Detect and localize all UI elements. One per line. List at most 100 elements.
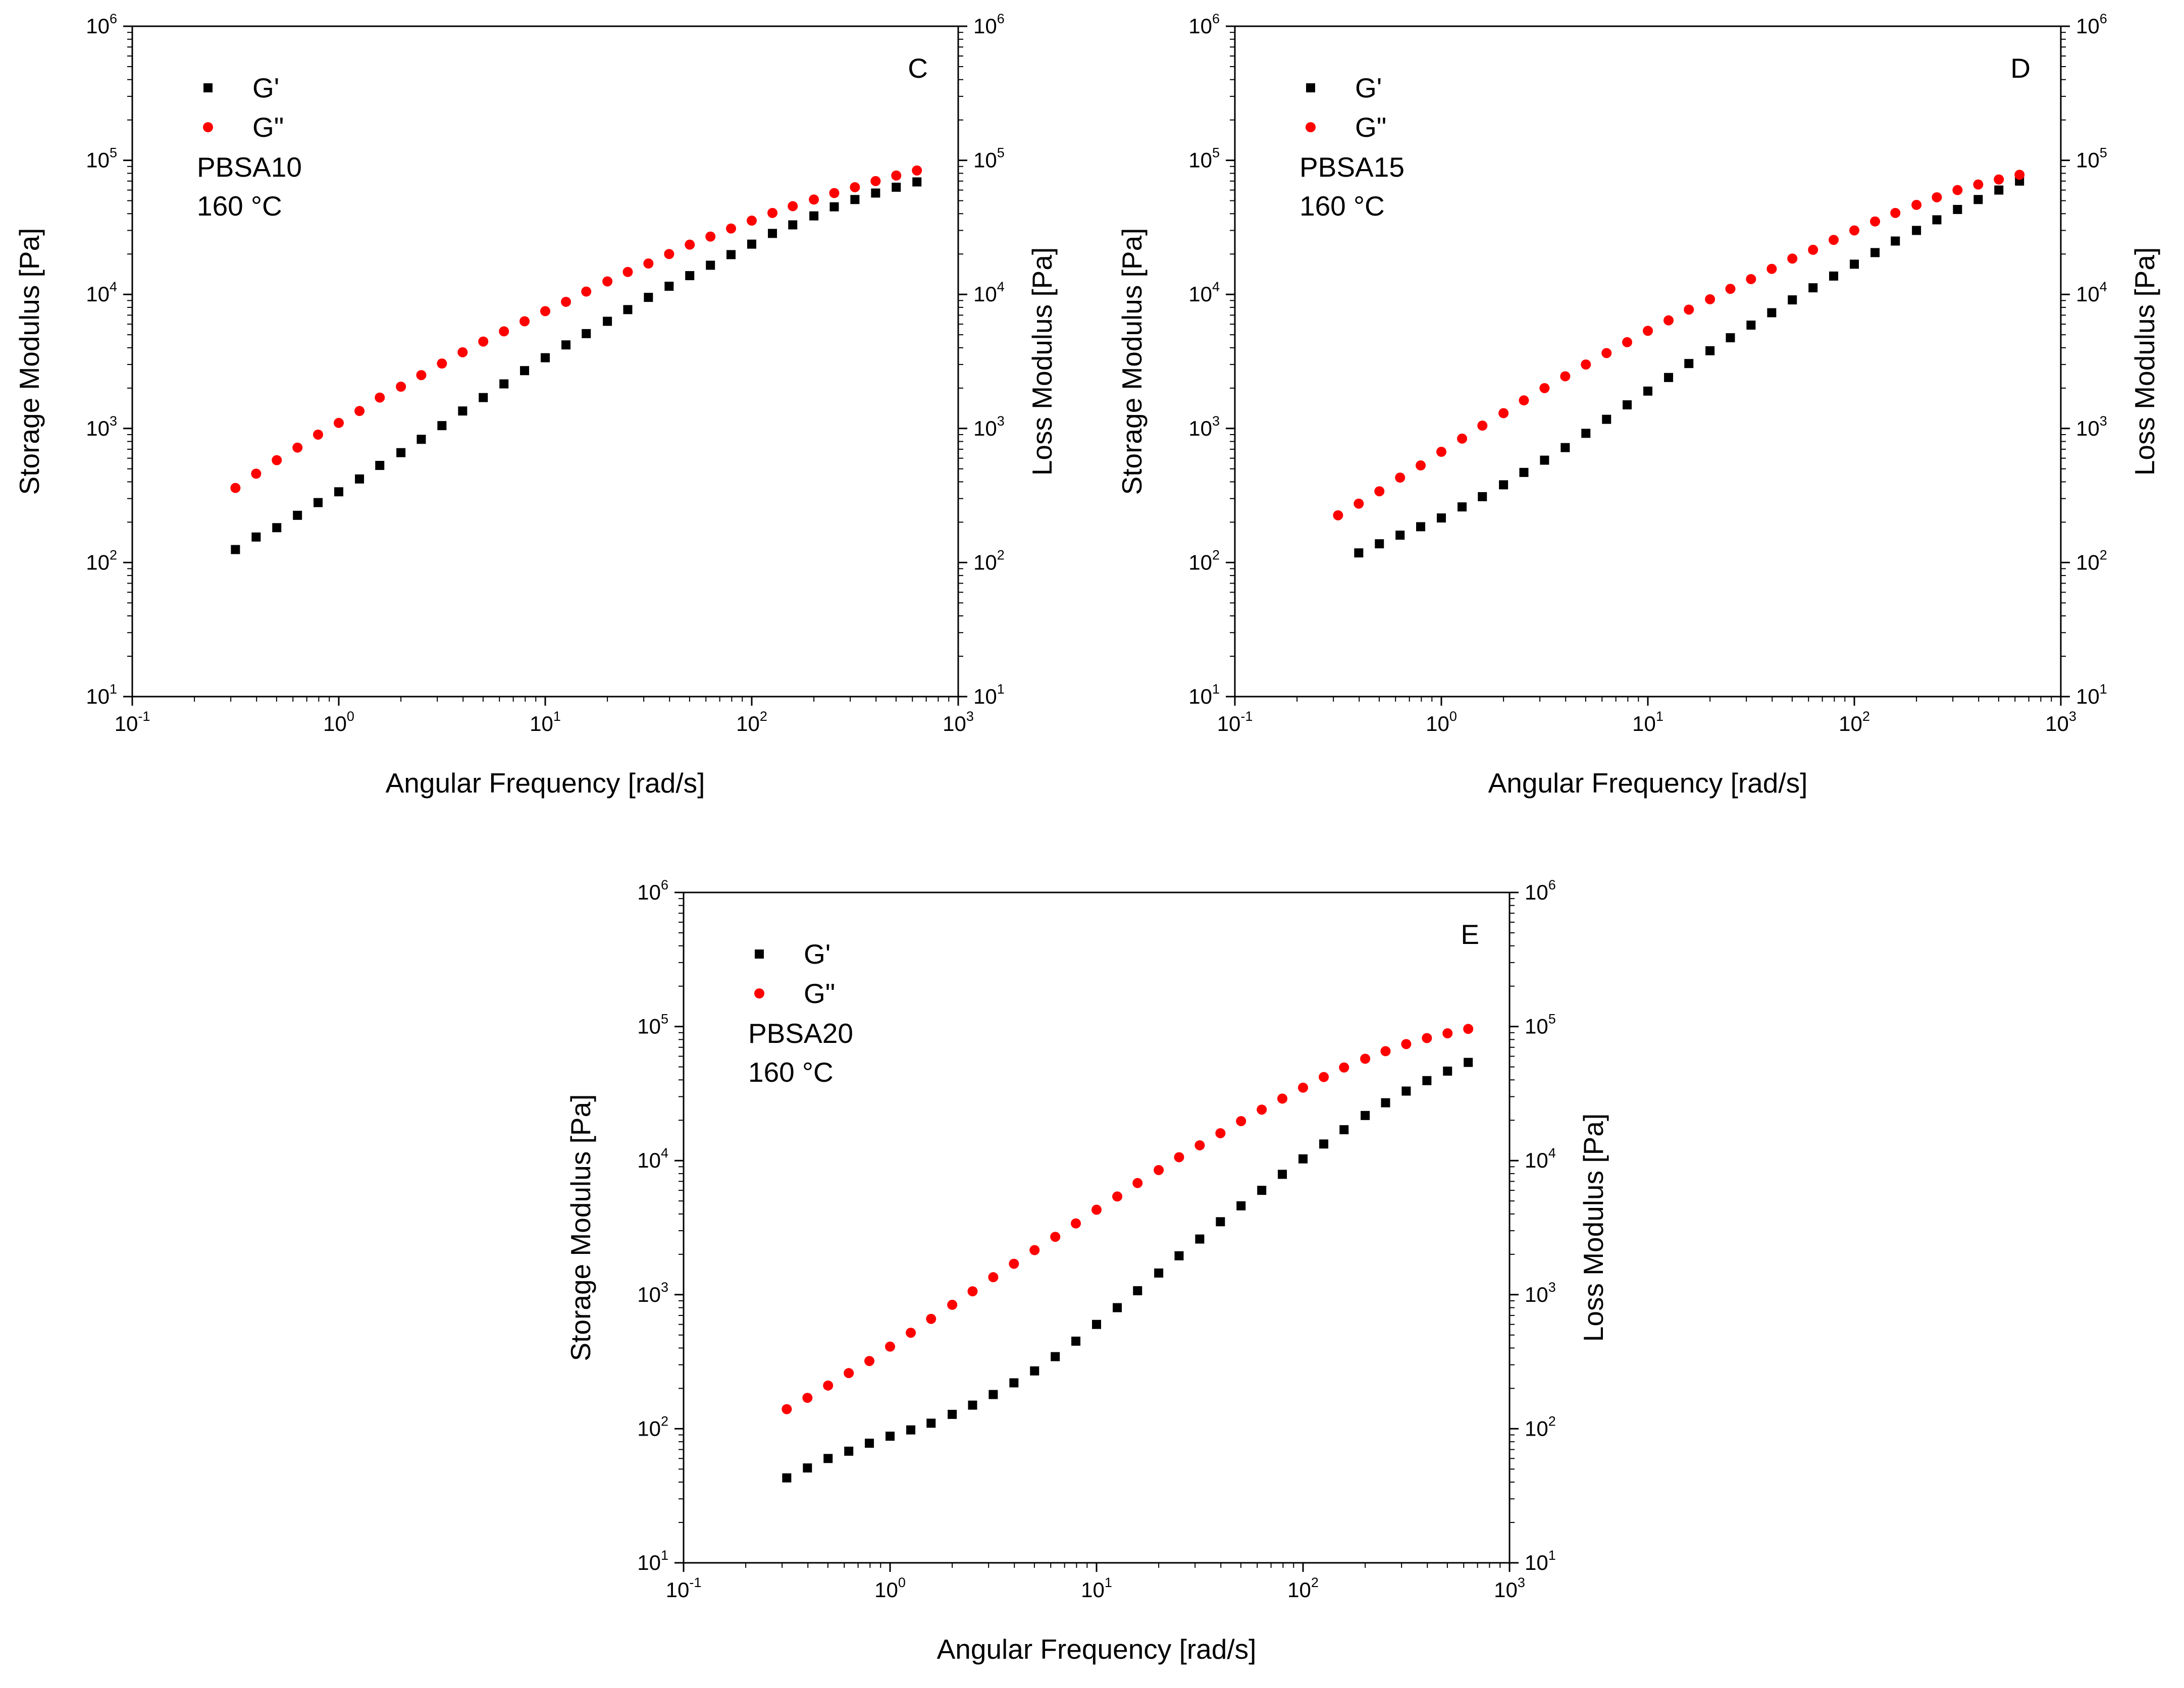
data-point-storage-modulus	[1767, 308, 1777, 318]
data-point-loss-modulus	[947, 1299, 958, 1310]
y-right-tick-label-base: 10	[1525, 880, 1548, 904]
data-point-storage-modulus	[1912, 226, 1921, 235]
y-left-tick-label-exponent: 5	[1212, 145, 1220, 161]
data-point-storage-modulus	[782, 1473, 792, 1483]
y-right-tick-label: 105	[2076, 145, 2107, 172]
data-point-loss-modulus	[1298, 1082, 1308, 1093]
data-point-storage-modulus	[623, 305, 633, 314]
data-point-storage-modulus	[1154, 1268, 1164, 1278]
data-point-storage-modulus	[314, 498, 323, 507]
y-left-tick-label-base: 10	[637, 1148, 661, 1172]
temperature-label: 160 °C	[748, 1057, 834, 1088]
data-point-storage-modulus	[1422, 1076, 1432, 1085]
y-right-tick-label-base: 10	[973, 550, 997, 574]
data-point-storage-modulus	[1236, 1201, 1246, 1210]
data-point-loss-modulus	[1009, 1258, 1019, 1269]
data-point-storage-modulus	[850, 195, 860, 204]
data-point-storage-modulus	[1726, 333, 1735, 343]
data-point-loss-modulus	[1333, 510, 1343, 520]
data-point-storage-modulus	[1684, 359, 1694, 368]
x-tick-label: 102	[736, 709, 767, 735]
data-point-storage-modulus	[396, 448, 406, 457]
data-point-loss-modulus	[1463, 1024, 1474, 1034]
data-point-storage-modulus	[1953, 204, 1962, 214]
data-point-storage-modulus	[1257, 1186, 1267, 1195]
y-right-tick-label: 106	[973, 11, 1005, 38]
y-left-tick-label-base: 10	[1188, 14, 1212, 38]
y-right-tick-label-exponent: 2	[2100, 547, 2107, 562]
data-point-loss-modulus	[809, 194, 819, 205]
y-right-tick-label: 102	[1525, 1413, 1556, 1440]
data-point-loss-modulus	[1911, 199, 1922, 210]
y-right-tick-label-base: 10	[973, 282, 997, 306]
x-tick-label-exponent: -1	[1240, 709, 1253, 724]
x-tick-label: 101	[1632, 709, 1663, 735]
x-tick-label: 102	[1839, 709, 1870, 735]
y-left-tick-label: 101	[637, 1548, 668, 1574]
y-right-tick-label-exponent: 3	[997, 413, 1005, 429]
data-point-storage-modulus	[865, 1439, 874, 1448]
y-right-axis-title: Loss Modulus [Pa]	[1578, 1114, 1609, 1342]
data-point-loss-modulus	[864, 1356, 875, 1366]
y-right-tick-label-exponent: 4	[1548, 1145, 1556, 1160]
data-point-loss-modulus	[561, 296, 571, 307]
legend-label-gdoubleprime: G"	[1355, 112, 1386, 143]
data-point-storage-modulus	[1216, 1217, 1225, 1227]
data-point-loss-modulus	[1787, 253, 1798, 264]
data-point-loss-modulus	[602, 276, 613, 287]
x-tick-label-base: 10	[1217, 712, 1241, 735]
data-point-loss-modulus	[437, 358, 447, 369]
y-right-tick-label: 105	[1525, 1012, 1556, 1038]
data-point-loss-modulus	[885, 1341, 895, 1352]
data-point-storage-modulus	[458, 406, 467, 416]
data-point-loss-modulus	[1663, 315, 1674, 326]
y-left-tick-label-exponent: 4	[1212, 279, 1220, 294]
data-point-loss-modulus	[1601, 348, 1612, 358]
data-point-storage-modulus	[603, 316, 612, 326]
data-point-storage-modulus	[355, 474, 365, 484]
y-right-tick-label-base: 10	[973, 14, 997, 38]
y-left-tick-label: 101	[86, 681, 117, 708]
y-left-tick-label-exponent: 5	[110, 145, 117, 161]
data-point-storage-modulus	[886, 1432, 895, 1441]
data-point-storage-modulus	[1478, 492, 1487, 501]
legend-label-gprime: G'	[252, 72, 279, 103]
data-point-storage-modulus	[251, 532, 261, 542]
data-point-storage-modulus	[1278, 1170, 1287, 1179]
y-left-tick-label: 106	[86, 11, 117, 38]
y-left-tick-label: 105	[86, 145, 117, 172]
x-tick-label-base: 10	[1081, 1578, 1105, 1602]
data-point-storage-modulus	[706, 260, 715, 270]
data-point-storage-modulus	[1664, 373, 1674, 382]
data-point-storage-modulus	[1643, 386, 1652, 396]
y-left-axis-title: Storage Modulus [Pa]	[1116, 228, 1148, 495]
x-tick-label-exponent: 1	[1656, 709, 1663, 724]
y-right-tick-label: 102	[973, 547, 1005, 574]
data-point-loss-modulus	[1519, 395, 1529, 406]
data-point-loss-modulus	[1374, 486, 1385, 497]
x-tick-label-base: 10	[1426, 712, 1449, 735]
data-point-loss-modulus	[844, 1368, 854, 1379]
data-point-loss-modulus	[1457, 433, 1468, 444]
data-point-storage-modulus	[1375, 539, 1384, 549]
data-point-loss-modulus	[1277, 1093, 1288, 1104]
y-right-tick-label-base: 10	[2076, 14, 2100, 38]
data-point-storage-modulus	[1113, 1303, 1122, 1312]
y-left-tick-label-exponent: 1	[661, 1548, 668, 1563]
data-point-loss-modulus	[2014, 170, 2025, 180]
data-point-storage-modulus	[1891, 236, 1900, 246]
y-right-tick-label: 104	[1525, 1145, 1556, 1172]
data-point-storage-modulus	[844, 1446, 854, 1456]
data-point-loss-modulus	[1581, 359, 1591, 370]
legend-marker-circle	[203, 122, 213, 132]
data-point-loss-modulus	[782, 1404, 792, 1414]
data-point-loss-modulus	[705, 231, 716, 242]
y-right-tick-label-base: 10	[973, 416, 997, 440]
y-left-tick-label: 103	[1188, 413, 1220, 440]
y-right-tick-label-exponent: 4	[997, 279, 1005, 294]
data-point-storage-modulus	[726, 250, 736, 259]
y-left-tick-label-base: 10	[637, 1551, 661, 1574]
legend-marker-square	[755, 950, 764, 959]
